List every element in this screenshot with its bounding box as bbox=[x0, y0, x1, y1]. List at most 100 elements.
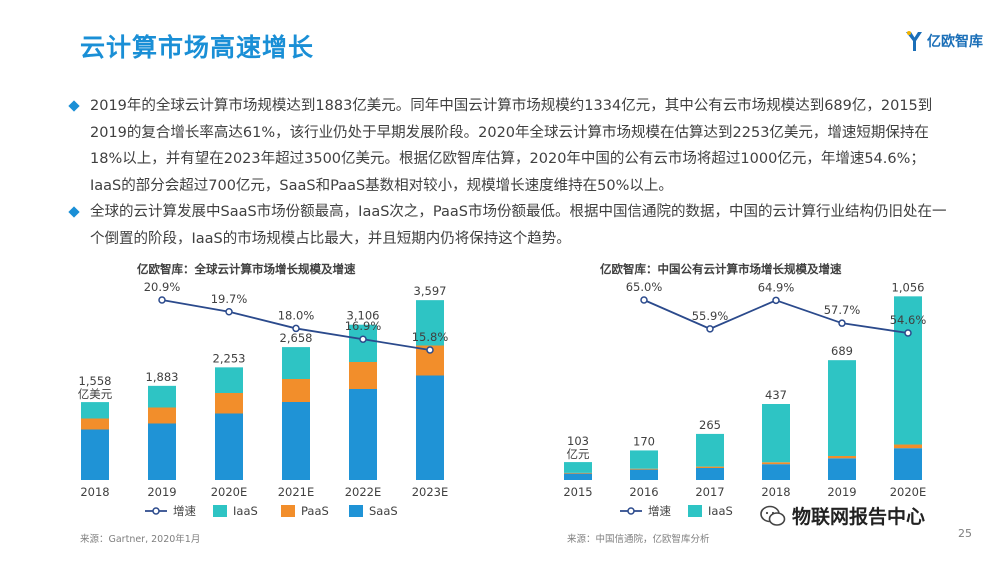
bar-total-label: 265 bbox=[699, 418, 721, 432]
bar-total-label: 3,106 bbox=[347, 309, 380, 323]
bullet-item: 全球的云计算发展中SaaS市场份额最高，IaaS次之，PaaS市场份额最低。根据… bbox=[68, 199, 948, 252]
bar-segment-paas bbox=[630, 468, 658, 470]
bar-segment-saas bbox=[564, 473, 592, 480]
bar-segment-saas bbox=[215, 413, 243, 480]
bar-unit-label: 亿元 bbox=[567, 447, 590, 461]
bullet-list: 2019年的全球云计算市场规模达到1883亿美元。同年中国云计算市场规模约133… bbox=[68, 93, 948, 252]
bar-segment-saas bbox=[81, 429, 109, 480]
legend-label: IaaS bbox=[708, 504, 733, 518]
x-tick-label: 2023E bbox=[412, 485, 449, 499]
growth-point bbox=[292, 324, 300, 333]
logo-mark-icon bbox=[906, 31, 922, 51]
growth-label: 20.9% bbox=[144, 280, 181, 294]
legend-label: 增速 bbox=[173, 504, 196, 518]
bar-segment-saas bbox=[282, 402, 310, 480]
bar-segment-iaas bbox=[81, 402, 109, 419]
growth-label: 55.9% bbox=[692, 309, 729, 323]
chart-title: 亿欧智库：中国公有云计算市场增长规模及增速 bbox=[600, 262, 842, 276]
growth-point bbox=[772, 296, 780, 305]
x-tick-label: 2018 bbox=[80, 485, 109, 499]
growth-point bbox=[706, 325, 714, 333]
bar-segment-paas bbox=[215, 393, 243, 414]
x-tick-label: 2019 bbox=[147, 485, 176, 499]
growth-label: 19.7% bbox=[211, 292, 248, 306]
bar-total-label: 3,597 bbox=[414, 284, 447, 298]
legend-point-marker bbox=[627, 507, 635, 515]
legend-label: 增速 bbox=[648, 504, 671, 518]
x-tick-label: 2019 bbox=[827, 485, 856, 499]
watermark: 物联网报告中心 bbox=[760, 502, 925, 529]
growth-point bbox=[426, 346, 434, 354]
x-tick-label: 2015 bbox=[563, 485, 592, 499]
brand-logo: 亿欧智库 bbox=[905, 30, 983, 52]
bar-total-label: 103 bbox=[567, 434, 589, 448]
bar-segment-iaas bbox=[282, 347, 310, 379]
bar-segment-iaas bbox=[762, 404, 790, 463]
bullet-item: 2019年的全球云计算市场规模达到1883亿美元。同年中国云计算市场规模约133… bbox=[68, 93, 948, 199]
growth-label: 16.9% bbox=[345, 319, 382, 333]
chart-title: 亿欧智库：全球云计算市场增长规模及增速 bbox=[137, 262, 356, 276]
bar-segment-saas bbox=[148, 423, 176, 480]
bar-segment-iaas bbox=[894, 296, 922, 445]
bar-segment-iaas bbox=[564, 462, 592, 473]
bar-segment-paas bbox=[564, 472, 592, 474]
bar-total-label: 689 bbox=[831, 344, 853, 358]
bar-total-label: 170 bbox=[633, 434, 655, 448]
growth-point bbox=[904, 329, 912, 337]
bar-segment-paas bbox=[894, 444, 922, 449]
bar-segment-iaas bbox=[349, 324, 377, 362]
growth-label: 57.7% bbox=[824, 303, 861, 317]
wechat-icon bbox=[760, 505, 786, 526]
bar-total-label: 1,558 bbox=[79, 374, 112, 388]
bar-segment-saas bbox=[894, 448, 922, 480]
bar-total-label: 437 bbox=[765, 388, 787, 402]
bar-segment-saas bbox=[762, 464, 790, 480]
growth-label: 65.0% bbox=[626, 280, 663, 294]
bullet-text: 全球的云计算发展中SaaS市场份额最高，IaaS次之，PaaS市场份额最低。根据… bbox=[90, 204, 947, 247]
bar-segment-saas bbox=[696, 468, 724, 480]
bar-total-label: 1,056 bbox=[892, 280, 925, 294]
legend-swatch-paas bbox=[281, 505, 295, 517]
bar-segment-paas bbox=[148, 407, 176, 424]
growth-point bbox=[225, 308, 233, 316]
bullet-text: 2019年的全球云计算市场规模达到1883亿美元。同年中国云计算市场规模约133… bbox=[90, 98, 933, 194]
logo-text: 亿欧智库 bbox=[927, 34, 983, 50]
growth-point bbox=[359, 335, 367, 343]
bar-segment-paas bbox=[282, 379, 310, 402]
x-tick-label: 2016 bbox=[629, 485, 658, 499]
bar-unit-label: 亿美元 bbox=[78, 387, 113, 401]
legend-label: SaaS bbox=[369, 504, 398, 518]
bar-segment-iaas bbox=[416, 300, 444, 346]
bar-segment-iaas bbox=[696, 433, 724, 467]
bar-segment-saas bbox=[630, 469, 658, 480]
bar-segment-paas bbox=[696, 466, 724, 468]
growth-label: 18.0% bbox=[278, 308, 315, 322]
bar-segment-iaas bbox=[828, 360, 856, 456]
growth-point bbox=[158, 296, 166, 304]
bar-segment-paas bbox=[349, 362, 377, 389]
growth-label: 64.9% bbox=[758, 280, 795, 294]
growth-label: 54.6% bbox=[890, 313, 927, 327]
growth-point bbox=[838, 319, 846, 327]
growth-point bbox=[640, 296, 648, 304]
chart-source-china: 来源：中国信通院，亿欧智库分析 bbox=[567, 534, 710, 545]
bar-segment-iaas bbox=[630, 450, 658, 469]
x-tick-label: 2021E bbox=[278, 485, 315, 499]
legend-label: PaaS bbox=[301, 504, 329, 518]
bar-segment-iaas bbox=[148, 385, 176, 408]
legend-point-marker bbox=[152, 507, 160, 515]
watermark-text: 物联网报告中心 bbox=[792, 506, 926, 528]
bar-total-label: 1,883 bbox=[146, 370, 179, 384]
growth-label: 15.8% bbox=[412, 330, 449, 344]
legend-swatch-iaas bbox=[213, 505, 227, 517]
x-tick-label: 2017 bbox=[695, 485, 724, 499]
chart-source-global: 来源：Gartner, 2020年1月 bbox=[80, 534, 201, 545]
x-tick-label: 2020E bbox=[211, 485, 248, 499]
legend-swatch-iaas bbox=[688, 505, 702, 517]
page-title: 云计算市场高速增长 bbox=[80, 33, 315, 62]
bar-segment-paas bbox=[81, 418, 109, 430]
bar-total-label: 2,253 bbox=[213, 351, 246, 365]
bar-segment-paas bbox=[828, 456, 856, 459]
legend-swatch-saas bbox=[349, 505, 363, 517]
